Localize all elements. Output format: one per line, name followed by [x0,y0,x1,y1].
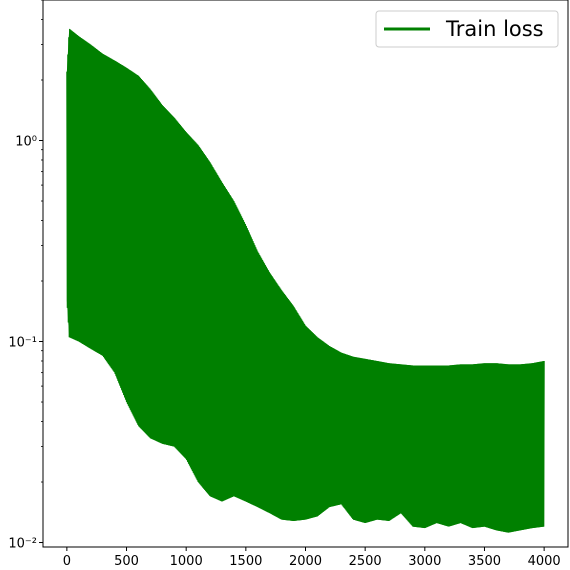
legend-label: Train loss [445,17,544,41]
x-tick-label: 500 [114,554,139,569]
x-tick-label: 0 [63,554,71,569]
x-tick-label: 4000 [528,554,561,569]
y-tick-label: 10⁰ [15,135,37,150]
series-line-train-loss [66,29,545,533]
y-tick-label: 10⁻² [8,537,37,552]
x-tick-label: 1000 [170,554,203,569]
y-tick-label: 10⁻¹ [8,336,37,351]
legend: Train loss [375,10,559,48]
x-tick-label: 1500 [229,554,262,569]
x-tick-label: 2000 [289,554,322,569]
x-tick-label: 3000 [408,554,441,569]
x-tick-label: 3500 [468,554,501,569]
x-axis: 0 500 1000 1500 2000 2500 3000 3500 4000 [63,547,561,569]
legend-box [375,10,559,48]
series-layer [66,28,545,533]
x-tick-label: 2500 [349,554,382,569]
y-axis: 10⁻² 10⁻¹ 10⁰ [8,0,43,552]
